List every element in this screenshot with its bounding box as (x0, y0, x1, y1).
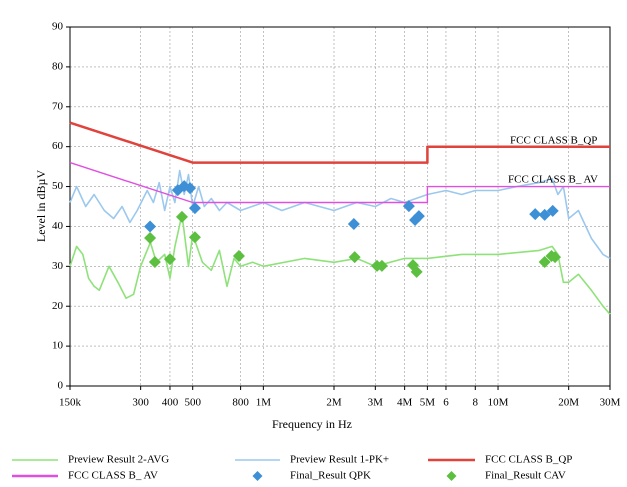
data-point (412, 210, 425, 223)
x-tick-label: 300 (132, 397, 149, 409)
x-tick-label: 6 (443, 397, 449, 409)
x-tick-label: 4M (397, 397, 413, 409)
y-axis-label: Level in dBµV (34, 170, 48, 243)
data-point (148, 255, 161, 268)
x-tick-label: 3M (368, 397, 384, 409)
annotation: FCC CLASS B_QP (510, 135, 597, 147)
series-line (69, 213, 611, 315)
legend-label: Final_Result QPK (290, 470, 371, 482)
x-tick-label: 150k (59, 397, 82, 409)
legend-label: Preview Result 2-AVG (68, 454, 169, 466)
data-point (184, 182, 197, 195)
data-point (347, 218, 360, 231)
y-tick-label: 10 (52, 340, 64, 352)
x-tick-label: 800 (232, 397, 249, 409)
plot-frame (69, 26, 611, 387)
x-tick-label: 2M (326, 397, 342, 409)
y-tick-label: 70 (52, 100, 64, 112)
data-point (546, 204, 559, 217)
data-point (144, 232, 157, 245)
x-tick-label: 5M (420, 397, 436, 409)
y-tick-label: 90 (52, 21, 64, 33)
annotation: FCC CLASS B_ AV (508, 174, 598, 186)
y-tick-label: 80 (52, 60, 64, 72)
legend-marker (446, 471, 457, 481)
y-tick-label: 50 (52, 180, 64, 192)
x-tick-label: 400 (162, 397, 179, 409)
data-point (144, 220, 157, 233)
x-axis-label: Frequency in Hz (272, 417, 352, 431)
y-tick-label: 20 (52, 300, 64, 312)
data-point (410, 265, 423, 278)
legend-marker (252, 471, 263, 481)
data-point (538, 255, 551, 268)
data-point (175, 210, 188, 223)
series-line (69, 121, 610, 164)
data-point (348, 251, 361, 264)
data-point (188, 202, 201, 215)
x-tick-label: 8 (473, 397, 479, 409)
data-point (163, 253, 176, 266)
data-point (549, 251, 562, 264)
data-point (188, 231, 201, 244)
y-tick-label: 0 (58, 380, 64, 392)
data-point (529, 208, 542, 221)
x-tick-label: 10M (488, 397, 509, 409)
legend-label: FCC CLASS B_QP (485, 454, 572, 466)
series-line (69, 161, 610, 204)
data-point (375, 259, 388, 272)
data-point (402, 200, 415, 213)
x-tick-label: 20M (558, 397, 579, 409)
legend-label: Final_Result CAV (485, 470, 566, 482)
y-tick-label: 40 (52, 220, 64, 232)
y-tick-label: 30 (52, 260, 64, 272)
legend-label: FCC CLASS B_ AV (68, 470, 158, 482)
series-line (69, 169, 611, 260)
data-point (538, 208, 551, 221)
y-tick-label: 60 (52, 140, 64, 152)
legend-label: Preview Result 1-PK+ (290, 454, 389, 466)
x-tick-label: 30M (600, 397, 621, 409)
data-point (232, 249, 245, 262)
x-tick-label: 1M (256, 397, 272, 409)
x-tick-label: 500 (184, 397, 201, 409)
